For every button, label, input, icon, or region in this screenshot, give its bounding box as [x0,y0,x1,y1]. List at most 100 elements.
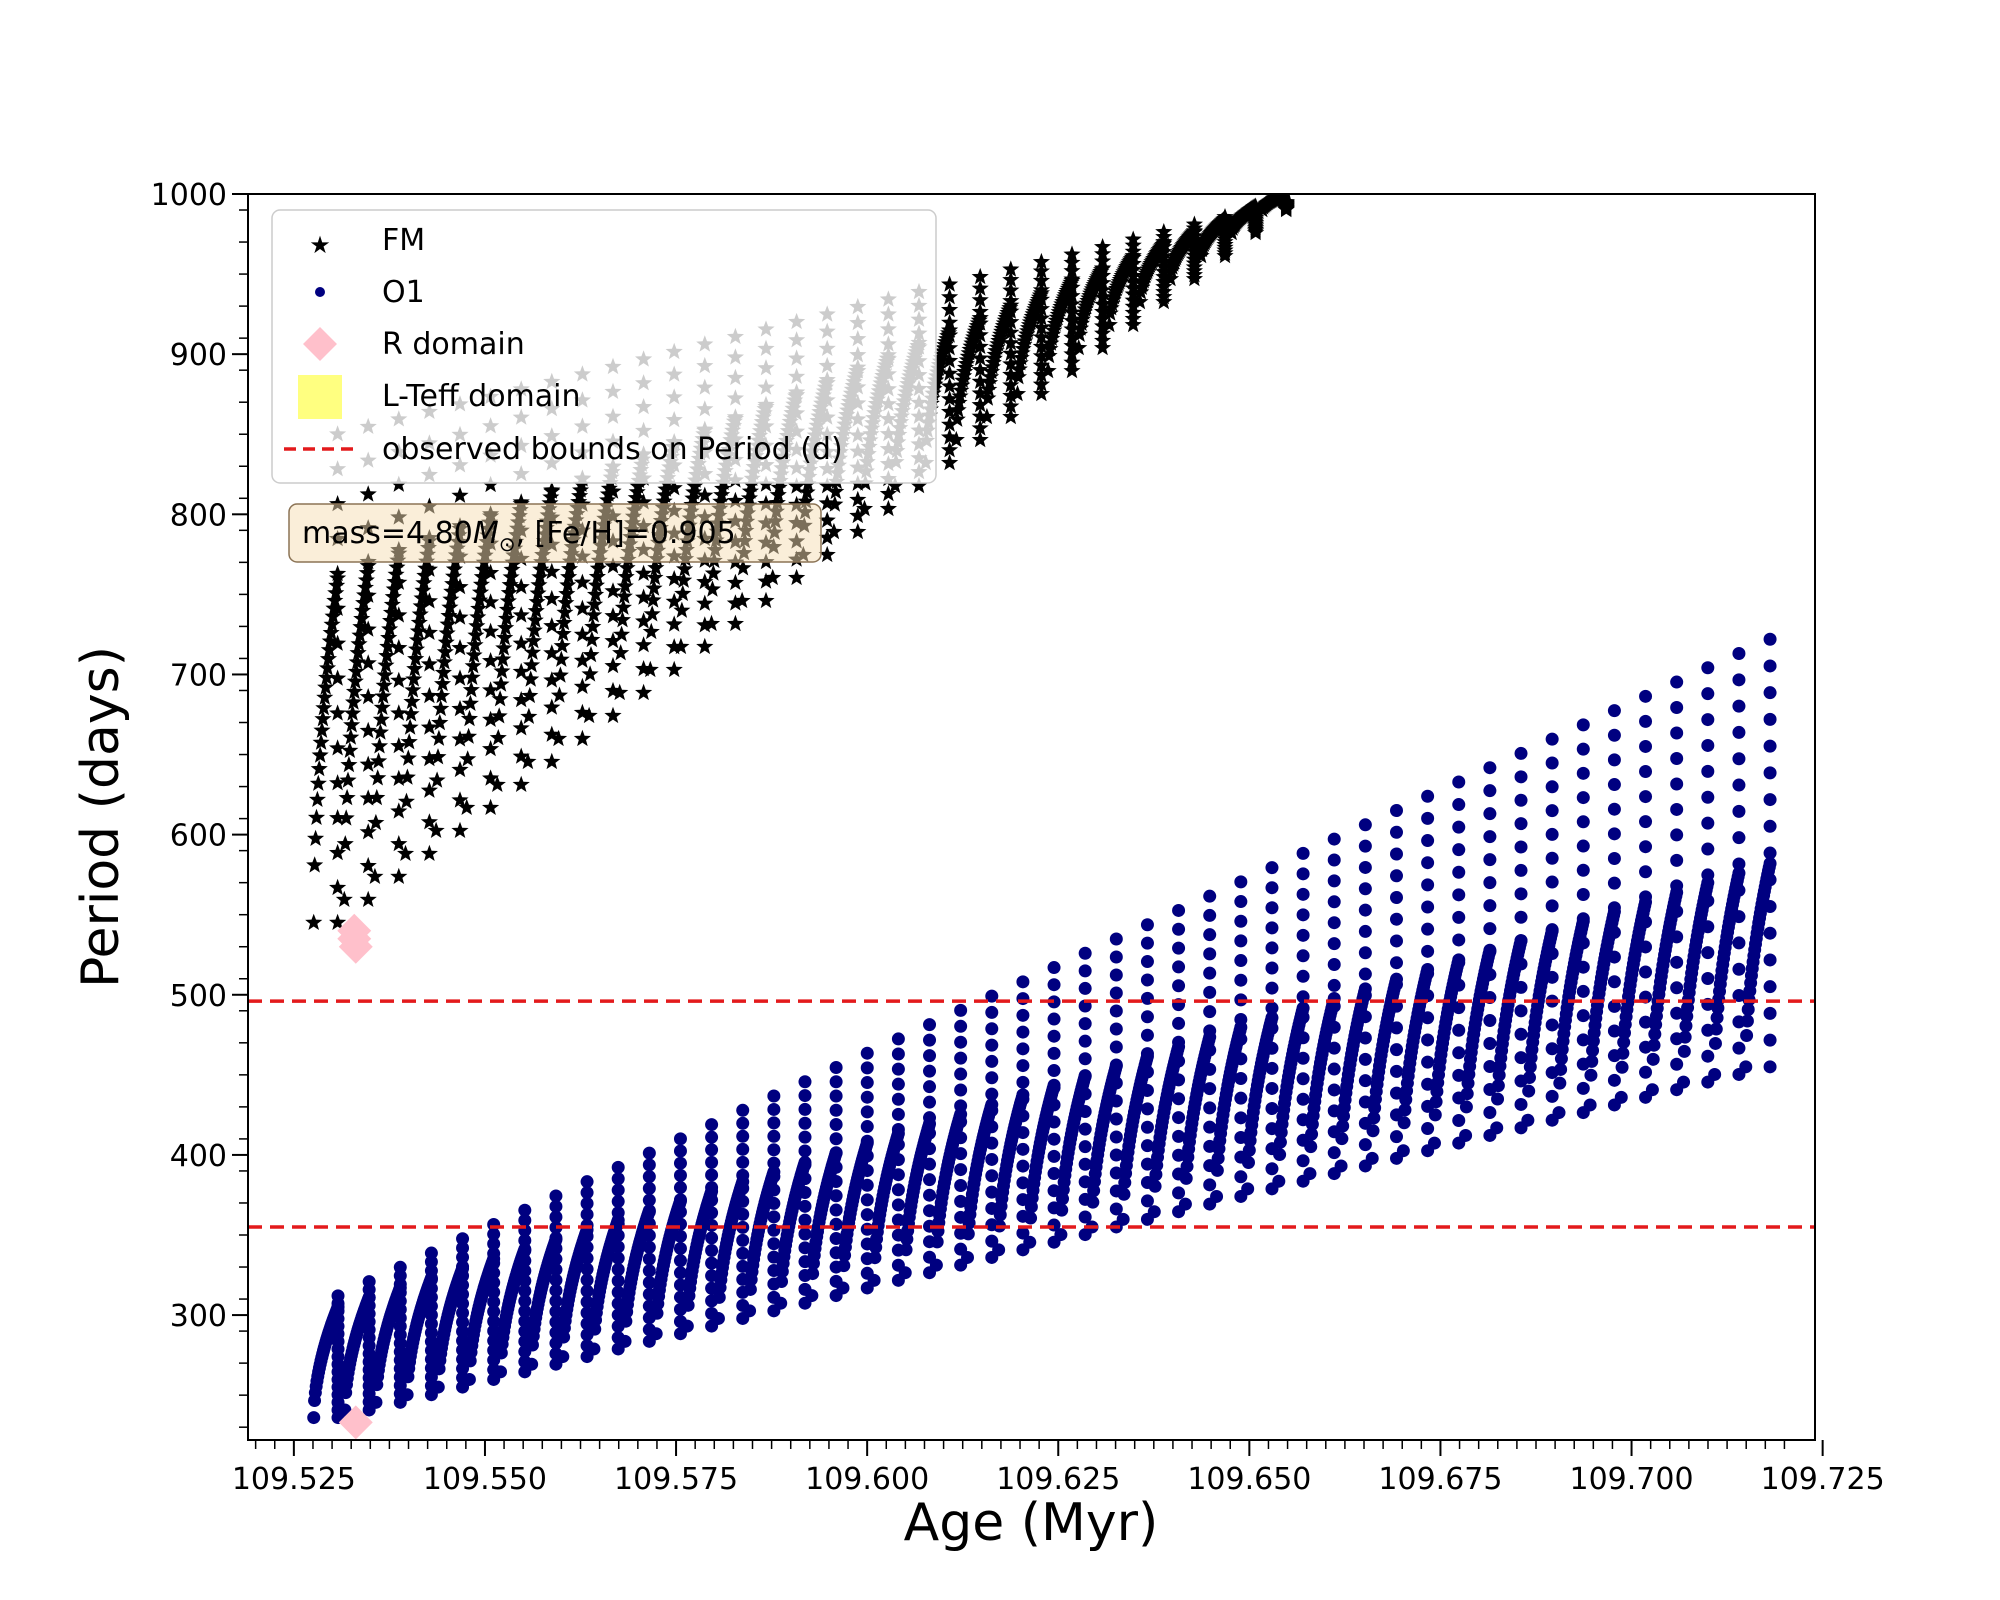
o1-point [798,1144,812,1158]
legend-box [271,209,937,484]
fm-point [512,634,530,651]
o1-point [1016,992,1030,1006]
fm-point [398,768,416,785]
o1-point [1491,1079,1505,1093]
fm-point [604,482,622,499]
o1-point [1739,1060,1753,1074]
o1-point [1545,851,1559,865]
fm-point [1100,316,1118,333]
o1-point [1421,1122,1435,1136]
fm-point [341,741,359,758]
o1-point [1545,827,1559,841]
o1-point [1172,941,1186,955]
fm-point [359,721,377,739]
fm-point [474,560,492,577]
o1-point [743,1282,757,1296]
fm-point [971,291,989,308]
fm-point [1070,339,1088,356]
fm-point [1010,360,1028,377]
o1-point [1273,1135,1287,1149]
o1-point [1639,1015,1653,1029]
o1-point [518,1294,532,1308]
fm-point [312,733,330,750]
fm-point [559,576,577,593]
fm-point [359,823,377,840]
o1-point [1047,961,1061,975]
fm-point [941,428,959,445]
o1-point [806,1267,820,1281]
o1-point [1047,1132,1061,1146]
o1-point [1296,1010,1310,1024]
fm-point [552,650,570,667]
fm-point [1063,278,1081,295]
o1-point [1265,1061,1279,1075]
o1-point [456,1324,470,1338]
o1-point [487,1295,501,1309]
o1-point [1483,761,1497,775]
fm-point [587,576,605,593]
o1-point [1358,924,1372,938]
o1-point [1140,1139,1154,1153]
fm-point [357,571,375,588]
o1-point [705,1143,719,1157]
fm-point [941,326,959,343]
fm-point [1094,274,1112,291]
fm-point [626,495,644,512]
o1-point [860,1105,874,1119]
fm-point [482,593,500,610]
fm-point [1063,253,1081,270]
fm-point [598,491,617,508]
o1-point [954,1035,968,1049]
o1-point [1109,1040,1123,1054]
o1-point [1701,661,1715,675]
o1-point [1710,1011,1724,1025]
o1-point [829,1217,843,1231]
o1-point [1670,981,1684,995]
fm-point [1124,279,1142,296]
fm-point [941,339,959,356]
fm-point [941,441,959,458]
o1-point [1670,828,1684,842]
o1-point [829,1203,843,1217]
o1-point [1732,857,1746,871]
fm-point [463,668,481,685]
fm-point [1155,233,1173,250]
o1-point [1078,964,1092,978]
o1-point [1016,1126,1030,1140]
o1-point [1265,1011,1279,1025]
o1-point [456,1269,470,1283]
o1-point [1490,1121,1504,1135]
o1-point [1670,1006,1684,1020]
o1-point [705,1193,719,1207]
fm-point [462,681,480,698]
o1-point [456,1278,470,1292]
fm-point [856,499,874,517]
fm-point [522,670,540,687]
o1-point [1109,968,1123,982]
fm-point [1101,304,1119,321]
o1-point [1265,1081,1279,1095]
o1-point [1514,817,1528,831]
fm-point [319,650,337,667]
o1-point [1078,1087,1092,1101]
fm-point [713,486,731,503]
fm-point [849,522,867,540]
fm-point [818,477,836,494]
fm-point [1063,295,1081,312]
fm-point [432,699,450,717]
o1-point [1296,1031,1310,1045]
o1-point [736,1194,750,1208]
fm-point [464,657,482,674]
o1-point [1732,673,1746,687]
o1-point [860,1120,874,1134]
fm-point [412,597,430,614]
o1-point [891,1213,905,1227]
fm-point [1063,287,1081,304]
fm-point [1155,258,1173,275]
o1-point [860,1090,874,1104]
o1-point [1358,1074,1372,1088]
fm-point [1002,397,1020,414]
fm-point [377,656,395,673]
fm-point [444,575,462,592]
x-tick-label: 109.550 [423,1462,547,1497]
